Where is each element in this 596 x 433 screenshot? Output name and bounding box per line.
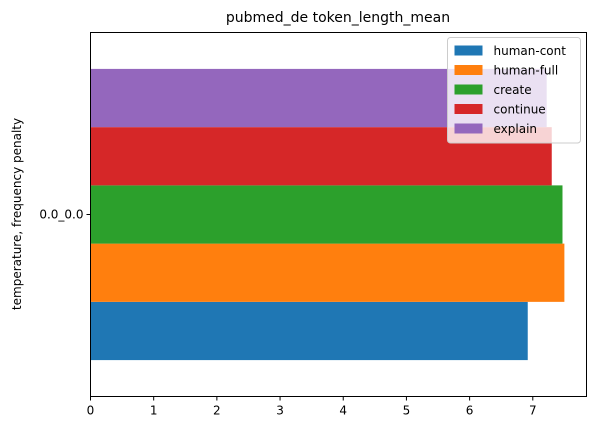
bar-human-full-0-0-0-0 <box>90 243 565 302</box>
bar-human-cont-0-0-0-0 <box>90 301 528 361</box>
x-axis-ticks: 0 1 2 3 4 5 6 7 <box>87 396 537 418</box>
bar-create-0-0-0-0 <box>90 185 563 244</box>
legend-swatch-explain <box>454 123 483 134</box>
legend-swatch-human-cont <box>454 45 483 56</box>
x-tick-label-2: 2 <box>213 404 221 418</box>
legend-label-continue: continue <box>494 103 546 117</box>
y-axis-ticks: 0.0_0.0 <box>39 208 91 222</box>
x-tick-label-1: 1 <box>150 404 158 418</box>
x-tick-label-5: 5 <box>403 404 411 418</box>
y-tick-label-0-0-0-0: 0.0_0.0 <box>39 208 83 222</box>
legend-swatch-create <box>454 84 483 95</box>
legend-label-human-cont: human-cont <box>494 44 567 58</box>
legend: human-cont human-full create continue explai… <box>447 37 581 144</box>
y-axis-label: temperature, frequency penalty <box>10 118 24 310</box>
chart-title: pubmed_de token_length_mean <box>226 10 450 26</box>
legend-label-human-full: human-full <box>494 64 559 78</box>
x-tick-label-0: 0 <box>87 404 95 418</box>
legend-box <box>447 37 581 144</box>
x-tick-label-4: 4 <box>339 404 347 418</box>
legend-label-explain: explain <box>494 122 538 136</box>
x-tick-label-6: 6 <box>466 404 474 418</box>
legend-swatch-continue <box>454 104 483 114</box>
x-tick-label-7: 7 <box>529 404 537 418</box>
x-tick-label-3: 3 <box>276 404 284 418</box>
legend-label-create: create <box>494 83 532 97</box>
legend-swatch-human-full <box>454 65 483 75</box>
